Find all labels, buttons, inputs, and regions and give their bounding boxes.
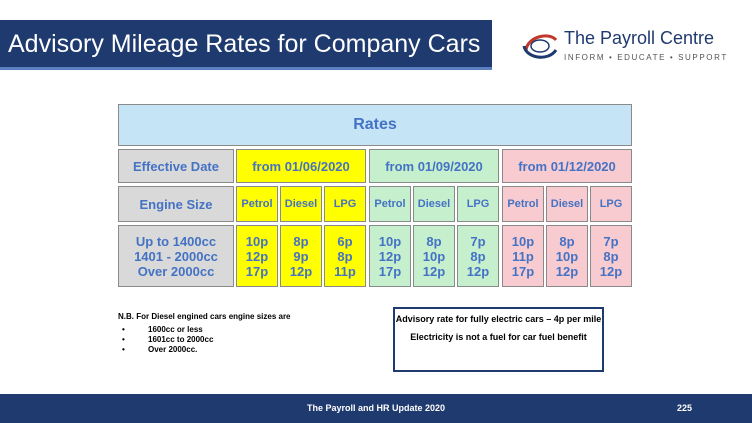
page-number: 225 [677, 403, 693, 413]
rate-value: 8p [603, 248, 619, 264]
rate-value: 8p [559, 233, 575, 249]
rate-value: 6p [337, 233, 353, 249]
period-3-petrol-rates: 10p 11p 17p [502, 225, 544, 287]
period-3-date: from 01/12/2020 [502, 149, 632, 183]
diesel-note-item: 1601cc to 2000cc [118, 335, 291, 344]
rate-value: 10p [422, 248, 446, 264]
period-1-petrol-rates: 10p 12p 17p [236, 225, 278, 287]
slide-title: Advisory Mileage Rates for Company Cars [8, 30, 481, 58]
effective-date-label: Effective Date [118, 149, 234, 183]
rate-value: 17p [511, 263, 535, 279]
rate-value: 9p [293, 248, 309, 264]
engine-size-label: Engine Size [118, 186, 234, 222]
engine-size-1: Up to 1400cc [135, 233, 217, 249]
period-2-diesel-rates: 8p 10p 12p [413, 225, 455, 287]
rate-value: 12p [555, 263, 579, 279]
rate-value: 12p [466, 263, 490, 279]
footer-bar: The Payroll and HR Update 2020 225 [0, 394, 752, 423]
rate-value: 17p [245, 263, 269, 279]
period-2-diesel-header: Diesel [413, 186, 455, 222]
period-1-petrol-header: Petrol [236, 186, 278, 222]
period-2-lpg-header: LPG [457, 186, 499, 222]
period-1-lpg-rates: 6p 8p 11p [324, 225, 366, 287]
rate-value: 7p [603, 233, 619, 249]
engine-size-list: Up to 1400cc 1401 - 2000cc Over 2000cc [118, 225, 234, 287]
period-1-diesel-header: Diesel [280, 186, 322, 222]
rate-value: 17p [378, 263, 402, 279]
rate-value: 12p [289, 263, 313, 279]
footer-title: The Payroll and HR Update 2020 [306, 403, 446, 413]
rate-value: 10p [378, 233, 402, 249]
rates-heading: Rates [118, 104, 632, 146]
diesel-note-item: Over 2000cc. [118, 345, 291, 354]
rate-value: 12p [422, 263, 446, 279]
period-1-diesel-rates: 8p 9p 12p [280, 225, 322, 287]
period-1-date: from 01/06/2020 [236, 149, 366, 183]
period-3-lpg-header: LPG [590, 186, 632, 222]
rate-value: 7p [470, 233, 486, 249]
diesel-note-list: 1600cc or less 1601cc to 2000cc Over 200… [118, 325, 291, 354]
rate-value: 12p [378, 248, 402, 264]
rate-value: 12p [245, 248, 269, 264]
period-3-diesel-header: Diesel [546, 186, 588, 222]
diesel-note: N.B. For Diesel engined cars engine size… [118, 312, 291, 355]
diesel-note-item: 1600cc or less [118, 325, 291, 334]
period-3-lpg-rates: 7p 8p 12p [590, 225, 632, 287]
rate-value: 11p [334, 263, 356, 279]
period-2-date: from 01/09/2020 [369, 149, 499, 183]
engine-size-3: Over 2000cc [137, 263, 215, 279]
engine-size-2: 1401 - 2000cc [134, 248, 218, 264]
diesel-note-heading: N.B. For Diesel engined cars engine size… [118, 312, 291, 321]
rate-value: 8p [337, 248, 353, 264]
electric-car-box: Advisory rate for fully electric cars – … [393, 307, 604, 372]
rate-value: 8p [470, 248, 486, 264]
electric-fuel-text: Electricity is not a fuel for car fuel b… [410, 332, 587, 342]
rate-value: 12p [599, 263, 623, 279]
brand-name: The Payroll Centre [564, 28, 715, 48]
period-2-petrol-rates: 10p 12p 17p [369, 225, 411, 287]
rate-value: 8p [293, 233, 309, 249]
rate-value: 10p [245, 233, 269, 249]
period-2-lpg-rates: 7p 8p 12p [457, 225, 499, 287]
rate-value: 8p [426, 233, 442, 249]
period-1-lpg-header: LPG [324, 186, 366, 222]
period-2-petrol-header: Petrol [369, 186, 411, 222]
brand-logo: The Payroll Centre INFORM • EDUCATE • SU… [520, 26, 750, 74]
title-bar: Advisory Mileage Rates for Company Cars [0, 20, 492, 70]
brand-tagline: INFORM • EDUCATE • SUPPORT [564, 53, 728, 62]
rate-value: 10p [511, 233, 535, 249]
period-3-petrol-header: Petrol [502, 186, 544, 222]
electric-rate-text: Advisory rate for fully electric cars – … [395, 314, 602, 324]
rate-value: 10p [555, 248, 579, 264]
payroll-centre-logo-icon [522, 34, 558, 59]
period-3-diesel-rates: 8p 10p 12p [546, 225, 588, 287]
rate-value: 11p [512, 248, 534, 264]
